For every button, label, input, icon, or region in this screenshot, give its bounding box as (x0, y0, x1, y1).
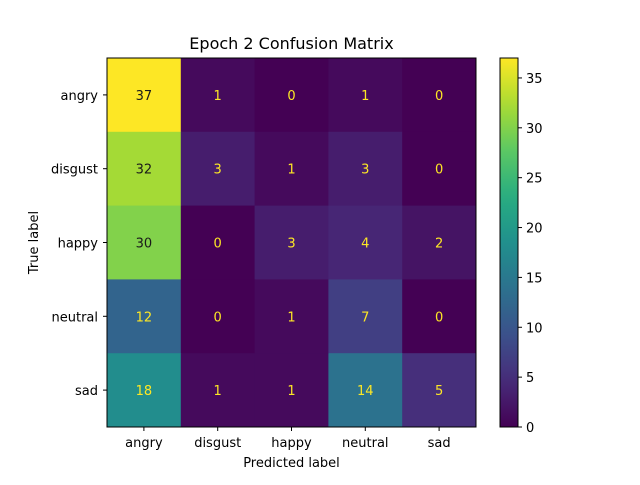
cell-value-label: 0 (214, 310, 222, 325)
heatmap-cell-happy-angry (107, 205, 182, 280)
heatmap-cell-disgust-sad (402, 131, 477, 207)
y-tick-label: disgust (51, 163, 98, 178)
heatmap-cell-neutral-sad (402, 279, 477, 354)
cell-value-label: 0 (287, 89, 295, 104)
cell-value-label: 3 (287, 237, 295, 252)
x-tick-label: angry (125, 436, 163, 451)
x-axis-label: Predicted label (243, 456, 340, 471)
plot-frame (106, 57, 477, 428)
heatmap-cell-angry-neutral (328, 58, 403, 133)
cell-value-label: 1 (287, 163, 295, 178)
x-tick-label: sad (428, 436, 451, 451)
cell-value-label: 37 (136, 89, 153, 104)
heatmap-cell-angry-sad (402, 58, 477, 133)
cell-value-label: 3 (361, 163, 369, 178)
heatmap-cell-labels: 37 1 0 1 032 3 1 3 030 0 3 4 212 0 1 7 018 1 1 14 5 (136, 89, 444, 399)
heatmap-cell-disgust-neutral (328, 131, 403, 207)
y-axis: angry disgust happy neutral sad (51, 89, 107, 399)
cell-value-label: 4 (361, 237, 369, 252)
cell-value-label: 7 (361, 310, 369, 325)
x-tick-label: neutral (342, 436, 389, 451)
colorbar-tick-label: 35 (526, 72, 543, 87)
cell-value-label: 1 (287, 310, 295, 325)
cell-value-label: 32 (136, 163, 153, 178)
heatmap-cell-happy-neutral (328, 205, 403, 280)
y-tick-label: neutral (52, 310, 99, 325)
heatmap-cell-disgust-angry (107, 131, 182, 207)
heatmap-cell-sad-neutral (328, 353, 403, 428)
cell-value-label: 0 (435, 163, 443, 178)
heatmap-cell-angry-disgust (180, 58, 256, 133)
cell-value-label: 2 (435, 237, 443, 252)
colorbar-tick-label: 0 (526, 421, 534, 436)
heatmap-cell-disgust-disgust (180, 131, 256, 207)
heatmap-cell-neutral-angry (107, 279, 182, 354)
heatmap-cell-sad-angry (107, 353, 182, 428)
chart-title: Epoch 2 Confusion Matrix (189, 34, 393, 53)
y-tick-label: angry (61, 89, 99, 104)
cell-value-label: 5 (435, 384, 443, 399)
colorbar-frame (499, 57, 519, 428)
colorbar-tick-label: 15 (526, 271, 543, 286)
cell-value-label: 30 (136, 237, 153, 252)
heatmap-cell-happy-sad (402, 205, 477, 280)
cell-value-label: 12 (136, 310, 153, 325)
x-axis: angry disgust happy neutral sad (125, 427, 451, 451)
colorbar-tick-label: 10 (526, 321, 543, 336)
cell-value-label: 1 (287, 384, 295, 399)
cell-value-label: 1 (214, 384, 222, 399)
cell-value-label: 1 (361, 89, 369, 104)
colorbar-tick-label: 5 (526, 371, 534, 386)
heatmap-cell-angry-angry (107, 58, 182, 133)
colorbar-tick-label: 20 (526, 222, 543, 237)
heatmap-cell-disgust-happy (254, 131, 329, 207)
heatmap-cells (107, 58, 477, 428)
heatmap-cell-neutral-happy (254, 279, 329, 354)
heatmap-cell-sad-happy (254, 353, 329, 428)
cell-value-label: 1 (214, 89, 222, 104)
heatmap-cell-happy-disgust (180, 205, 256, 280)
y-tick-label: sad (75, 384, 98, 399)
x-tick-label: happy (271, 436, 312, 451)
y-tick-label: happy (58, 237, 99, 252)
heatmap-cell-sad-sad (402, 353, 477, 428)
heatmap-cell-sad-disgust (180, 353, 256, 428)
cell-value-label: 0 (435, 89, 443, 104)
cell-value-label: 3 (214, 163, 222, 178)
heatmap-cell-neutral-neutral (328, 279, 403, 354)
heatmap-cell-neutral-disgust (180, 279, 256, 354)
cell-value-label: 0 (435, 310, 443, 325)
y-axis-label: True label (27, 211, 42, 275)
colorbar-gradient (500, 58, 518, 427)
cell-value-label: 14 (357, 384, 374, 399)
colorbar-tick-label: 25 (526, 172, 543, 187)
heatmap-cell-happy-happy (254, 205, 329, 280)
heatmap-cell-angry-happy (254, 58, 329, 133)
cell-value-label: 0 (214, 237, 222, 252)
cell-value-label: 18 (136, 384, 153, 399)
colorbar: 0 5 10 15 20 25 30 35 (499, 57, 543, 436)
x-tick-label: disgust (194, 436, 241, 451)
colorbar-tick-label: 30 (526, 122, 543, 137)
